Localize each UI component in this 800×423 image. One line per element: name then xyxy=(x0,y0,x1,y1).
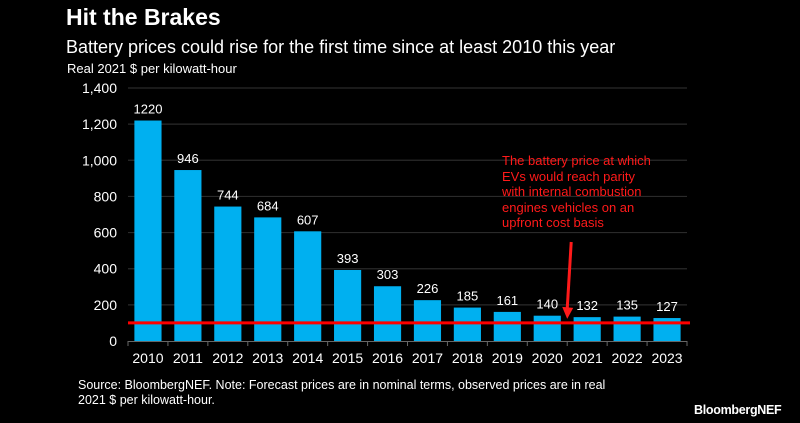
data-label: 226 xyxy=(417,281,439,296)
bar xyxy=(334,269,362,341)
data-label: 303 xyxy=(377,267,399,282)
data-label: 161 xyxy=(496,293,518,308)
bar xyxy=(214,206,242,341)
data-label: 1220 xyxy=(134,102,163,117)
source-line: 2021 $ per kilowatt-hour. xyxy=(78,393,215,407)
bar xyxy=(413,300,442,341)
data-label: 135 xyxy=(616,298,638,313)
annotation-line: The battery price at which xyxy=(502,153,651,168)
annotation-line: with internal combustion xyxy=(502,184,642,199)
x-tick-label: 2014 xyxy=(292,350,323,366)
bar xyxy=(533,315,561,341)
x-tick-label: 2023 xyxy=(651,350,682,366)
annotation-line: engines vehicles on an xyxy=(502,199,635,215)
x-tick-label: 2018 xyxy=(452,350,483,366)
data-label: 393 xyxy=(337,251,359,266)
data-label: 744 xyxy=(217,188,239,203)
annotation-arrow xyxy=(565,241,573,310)
x-tick-label: 2022 xyxy=(612,350,643,366)
data-label: 185 xyxy=(457,289,479,304)
x-tick-label: 2017 xyxy=(412,350,443,366)
bar xyxy=(613,316,641,341)
data-label: 684 xyxy=(257,198,279,213)
x-tick-label: 2015 xyxy=(332,350,363,366)
data-label: 127 xyxy=(656,299,678,314)
x-tick-label: 2016 xyxy=(372,350,403,366)
y-tick-label: 0 xyxy=(109,333,117,349)
y-tick-label: 1,200 xyxy=(82,116,117,132)
annotation-line: EVs would reach parity xyxy=(502,168,635,184)
x-tick-label: 2013 xyxy=(252,350,283,366)
bar xyxy=(294,231,322,341)
x-tick-label: 2012 xyxy=(212,350,243,366)
bar xyxy=(373,286,402,341)
source-line: Source: BloombergNEF. Note: Forecast pri… xyxy=(78,378,606,392)
data-label: 946 xyxy=(177,151,199,166)
bar xyxy=(134,120,162,342)
x-tick-label: 2020 xyxy=(532,350,563,366)
y-tick-label: 400 xyxy=(94,261,118,277)
bar xyxy=(174,170,202,341)
chart-subtitle: Battery prices could rise for the first … xyxy=(66,37,616,57)
source-note: Source: BloombergNEF. Note: Forecast pri… xyxy=(78,378,638,408)
data-label: 132 xyxy=(576,298,598,313)
bar xyxy=(254,217,282,341)
y-tick-label: 1,000 xyxy=(82,152,117,168)
data-label: 607 xyxy=(297,212,319,227)
x-tick-label: 2021 xyxy=(572,350,603,366)
bar xyxy=(573,317,601,341)
parity-annotation: The battery price at which EVs would rea… xyxy=(502,153,702,231)
x-tick-label: 2010 xyxy=(132,350,163,366)
data-label: 140 xyxy=(536,297,558,312)
annotation-line: upfront cost basis xyxy=(502,215,604,230)
y-tick-label: 1,400 xyxy=(82,80,117,96)
x-tick-label: 2019 xyxy=(492,350,523,366)
y-tick-label: 600 xyxy=(94,225,118,241)
chart-title: Hit the Brakes xyxy=(66,4,221,30)
x-tick-label: 2011 xyxy=(173,350,203,366)
y-axis-label: Real 2021 $ per kilowatt-hour xyxy=(67,61,237,76)
arrow-head-icon xyxy=(562,306,574,319)
brand-logo: BloombergNEF xyxy=(694,403,782,417)
y-tick-label: 800 xyxy=(94,188,118,204)
y-tick-label: 200 xyxy=(94,297,118,313)
bar xyxy=(493,311,521,341)
